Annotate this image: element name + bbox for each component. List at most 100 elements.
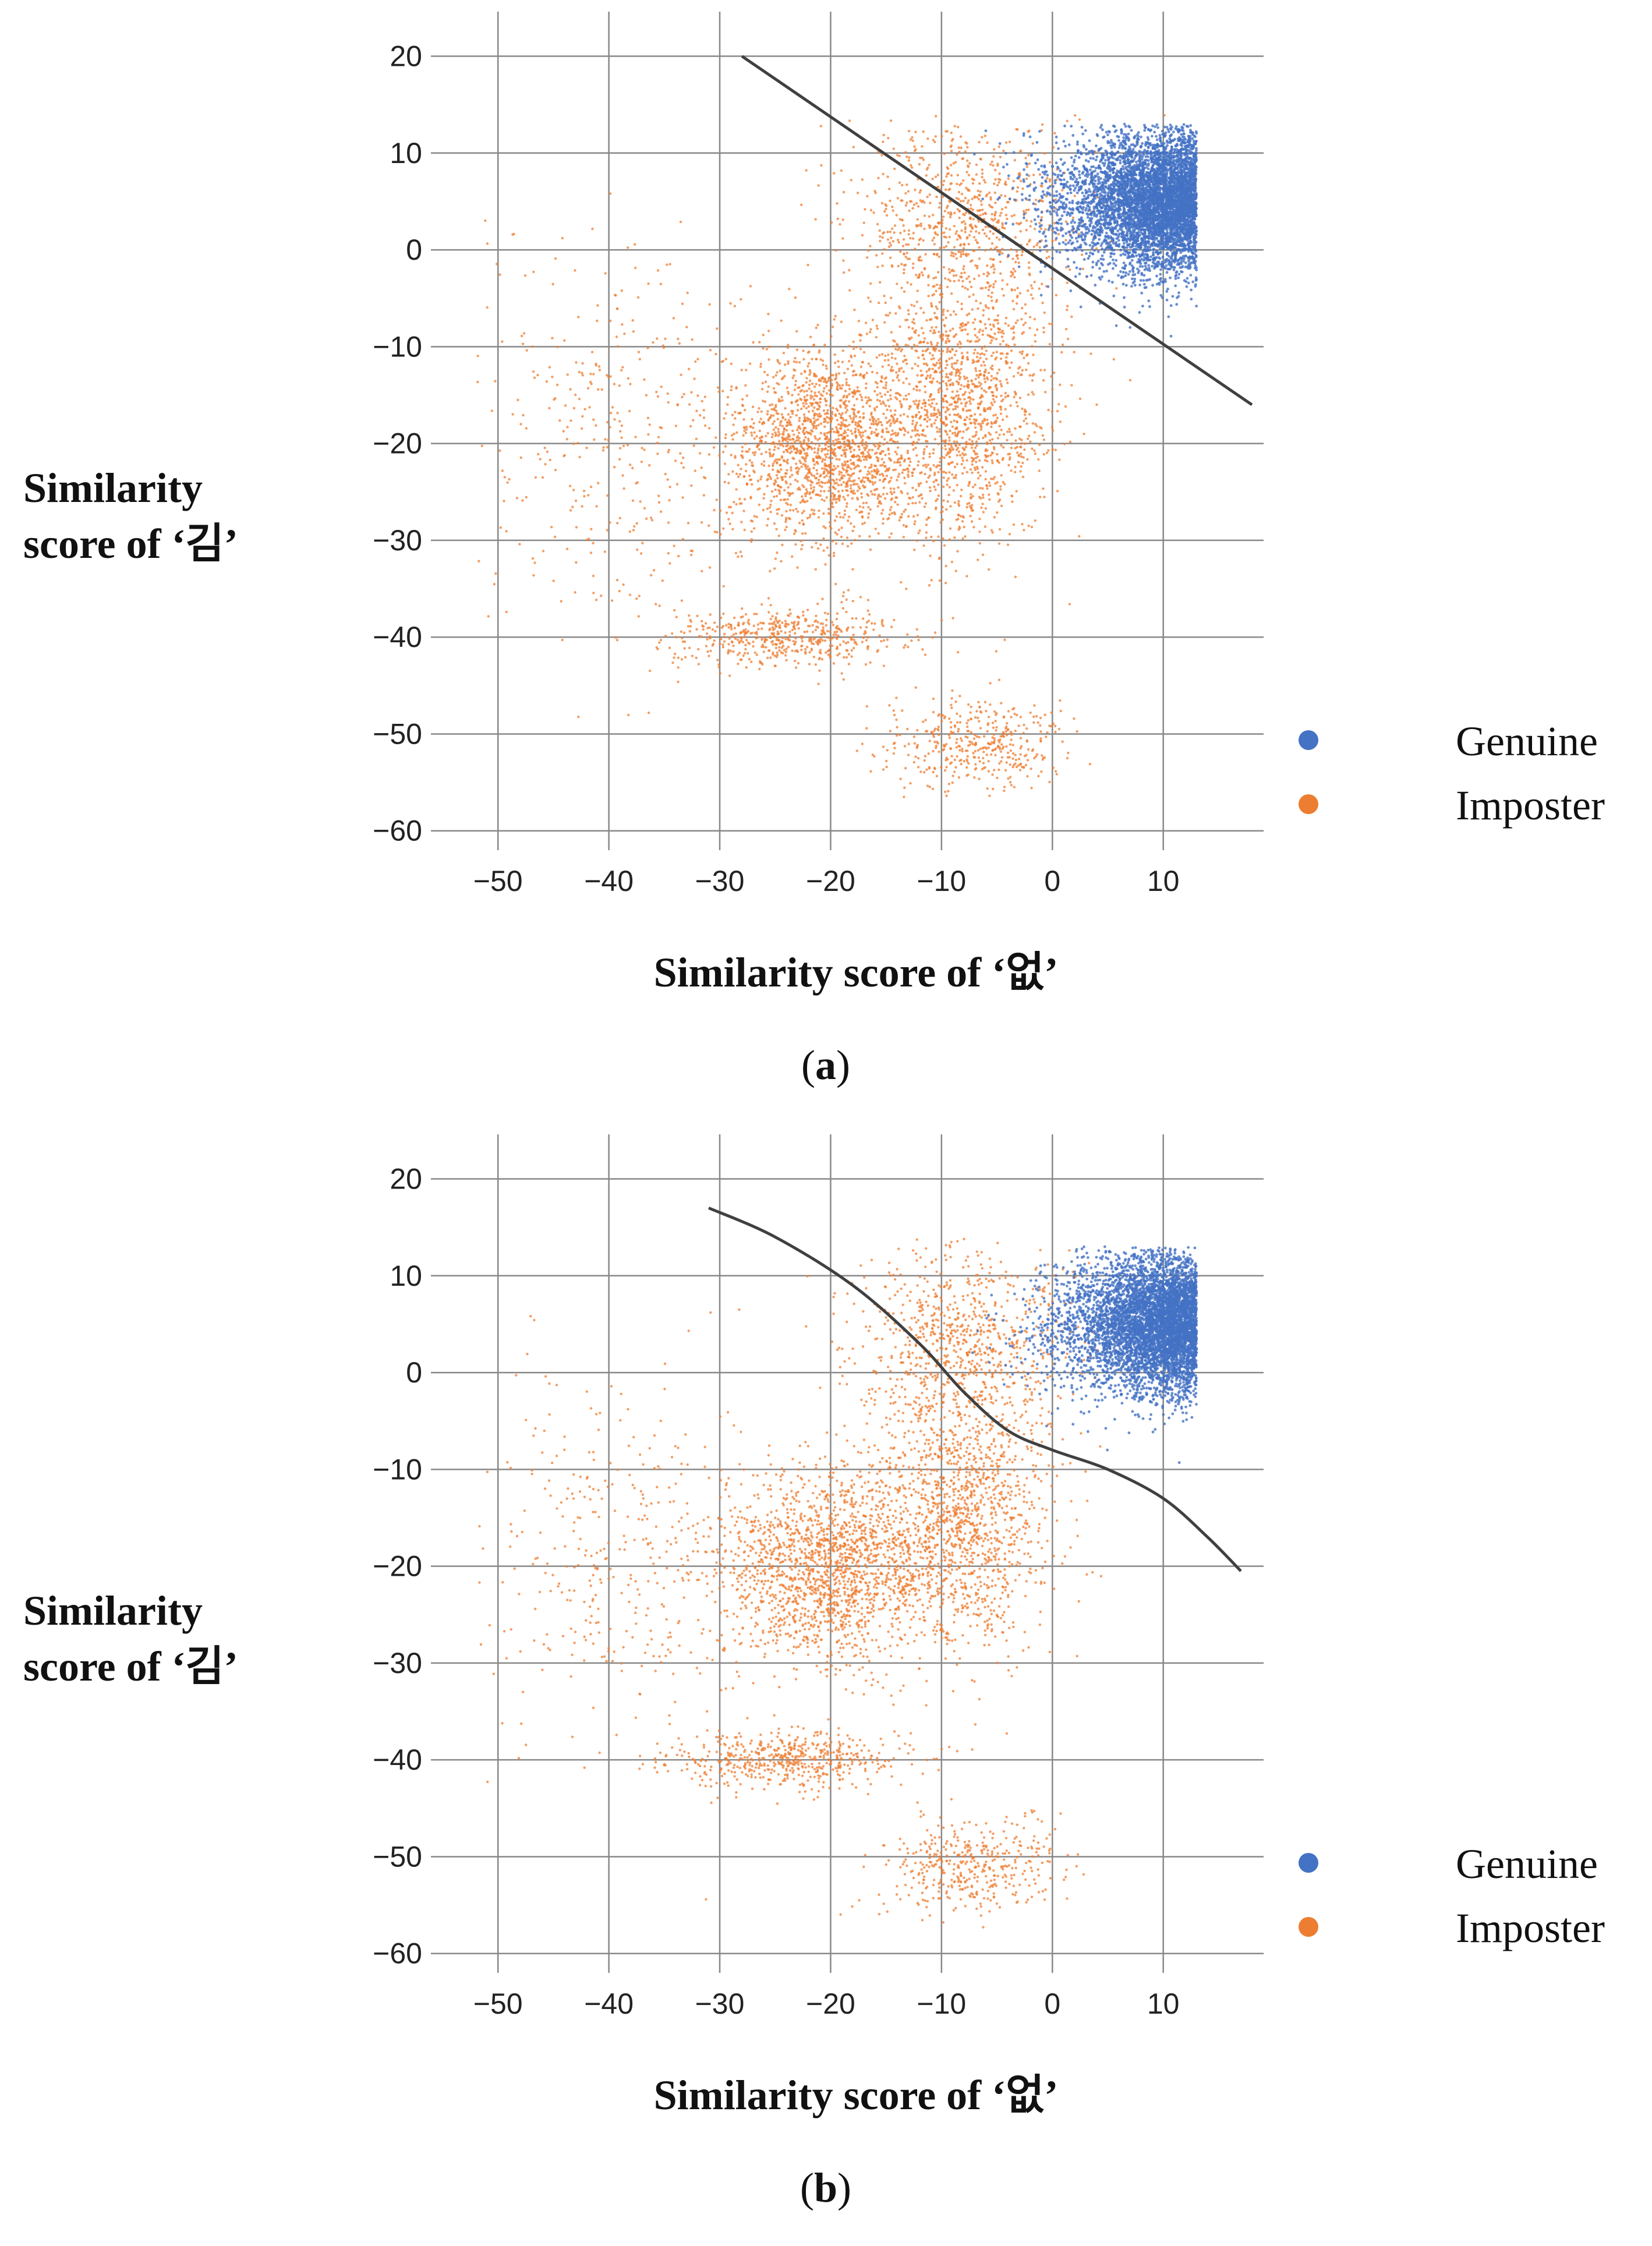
imposter-point — [932, 377, 935, 380]
imposter-point — [811, 395, 814, 398]
imposter-point — [905, 525, 908, 528]
imposter-point — [959, 323, 963, 326]
imposter-point — [680, 373, 682, 376]
imposter-point — [774, 557, 777, 560]
imposter-point — [951, 348, 954, 351]
imposter-point — [882, 639, 886, 642]
imposter-point — [542, 550, 545, 553]
imposter-point — [985, 306, 988, 309]
imposter-point — [650, 574, 653, 576]
imposter-point — [827, 440, 830, 443]
imposter-point — [786, 469, 788, 472]
imposter-point — [904, 767, 907, 770]
imposter-point — [592, 373, 595, 376]
imposter-point — [857, 422, 859, 425]
imposter-point — [758, 503, 761, 506]
imposter-point — [940, 390, 943, 392]
imposter-point — [784, 475, 787, 478]
imposter-point — [854, 423, 857, 426]
imposter-point — [631, 499, 635, 502]
imposter-point — [970, 225, 973, 228]
imposter-point — [1009, 730, 1012, 734]
imposter-point — [1031, 345, 1034, 348]
imposter-point — [948, 455, 951, 458]
imposter-point — [912, 515, 915, 518]
imposter-point — [731, 470, 734, 473]
imposter-point — [991, 160, 993, 164]
imposter-point — [789, 483, 792, 486]
imposter-point — [779, 464, 781, 466]
imposter-point — [921, 497, 924, 500]
imposter-point — [984, 211, 987, 214]
imposter-point — [903, 476, 906, 479]
imposter-point — [1010, 361, 1013, 364]
imposter-point — [996, 372, 999, 375]
imposter-point — [939, 521, 942, 524]
imposter-point — [789, 438, 792, 441]
imposter-point — [966, 333, 970, 336]
imposter-point — [808, 383, 811, 387]
imposter-point — [837, 627, 840, 631]
imposter-point — [932, 448, 935, 451]
imposter-point — [962, 430, 965, 433]
imposter-point — [759, 478, 762, 480]
imposter-point — [830, 621, 834, 624]
imposter-point — [784, 631, 787, 634]
imposter-point — [910, 436, 913, 438]
imposter-point — [915, 312, 918, 315]
imposter-point — [787, 637, 790, 640]
imposter-point — [959, 250, 962, 254]
imposter-point — [950, 292, 953, 295]
imposter-point — [942, 749, 945, 752]
imposter-point — [847, 428, 850, 431]
imposter-point — [968, 480, 971, 483]
imposter-point — [1022, 323, 1025, 327]
imposter-point — [718, 454, 721, 457]
imposter-point — [823, 387, 826, 390]
imposter-point — [733, 627, 737, 629]
imposter-point — [836, 385, 839, 388]
imposter-point — [522, 332, 526, 335]
imposter-point — [766, 431, 770, 435]
imposter-point — [739, 550, 742, 553]
imposter-point — [961, 515, 964, 518]
imposter-point — [896, 418, 899, 420]
imposter-point — [695, 656, 698, 659]
imposter-point — [926, 374, 929, 377]
imposter-point — [1020, 318, 1023, 321]
imposter-point — [1002, 332, 1005, 335]
imposter-point — [933, 364, 936, 367]
imposter-point — [729, 302, 732, 305]
imposter-point — [744, 431, 748, 434]
imposter-point — [841, 349, 845, 352]
imposter-point — [596, 319, 599, 323]
imposter-point — [716, 530, 719, 534]
imposter-point — [794, 649, 797, 653]
imposter-point — [1041, 434, 1045, 437]
imposter-point — [965, 428, 968, 431]
imposter-point — [910, 283, 912, 286]
imposter-point — [597, 388, 600, 391]
imposter-point — [869, 208, 873, 212]
imposter-point — [840, 630, 843, 633]
imposter-point — [766, 518, 770, 521]
imposter-point — [1038, 173, 1042, 176]
imposter-point — [677, 656, 680, 659]
imposter-point — [868, 480, 872, 483]
imposter-point — [975, 163, 978, 167]
imposter-point — [551, 282, 554, 286]
imposter-point — [987, 372, 991, 374]
imposter-point — [874, 422, 877, 425]
imposter-point — [928, 164, 931, 167]
imposter-point — [991, 258, 995, 261]
imposter-point — [836, 533, 839, 536]
imposter-point — [731, 528, 734, 530]
imposter-point — [793, 625, 795, 628]
imposter-point — [893, 167, 896, 171]
imposter-point — [1046, 250, 1049, 253]
imposter-point — [1029, 440, 1032, 443]
imposter-point — [999, 343, 1002, 346]
imposter-point — [801, 495, 804, 498]
imposter-point — [994, 482, 997, 485]
imposter-point — [876, 385, 879, 389]
